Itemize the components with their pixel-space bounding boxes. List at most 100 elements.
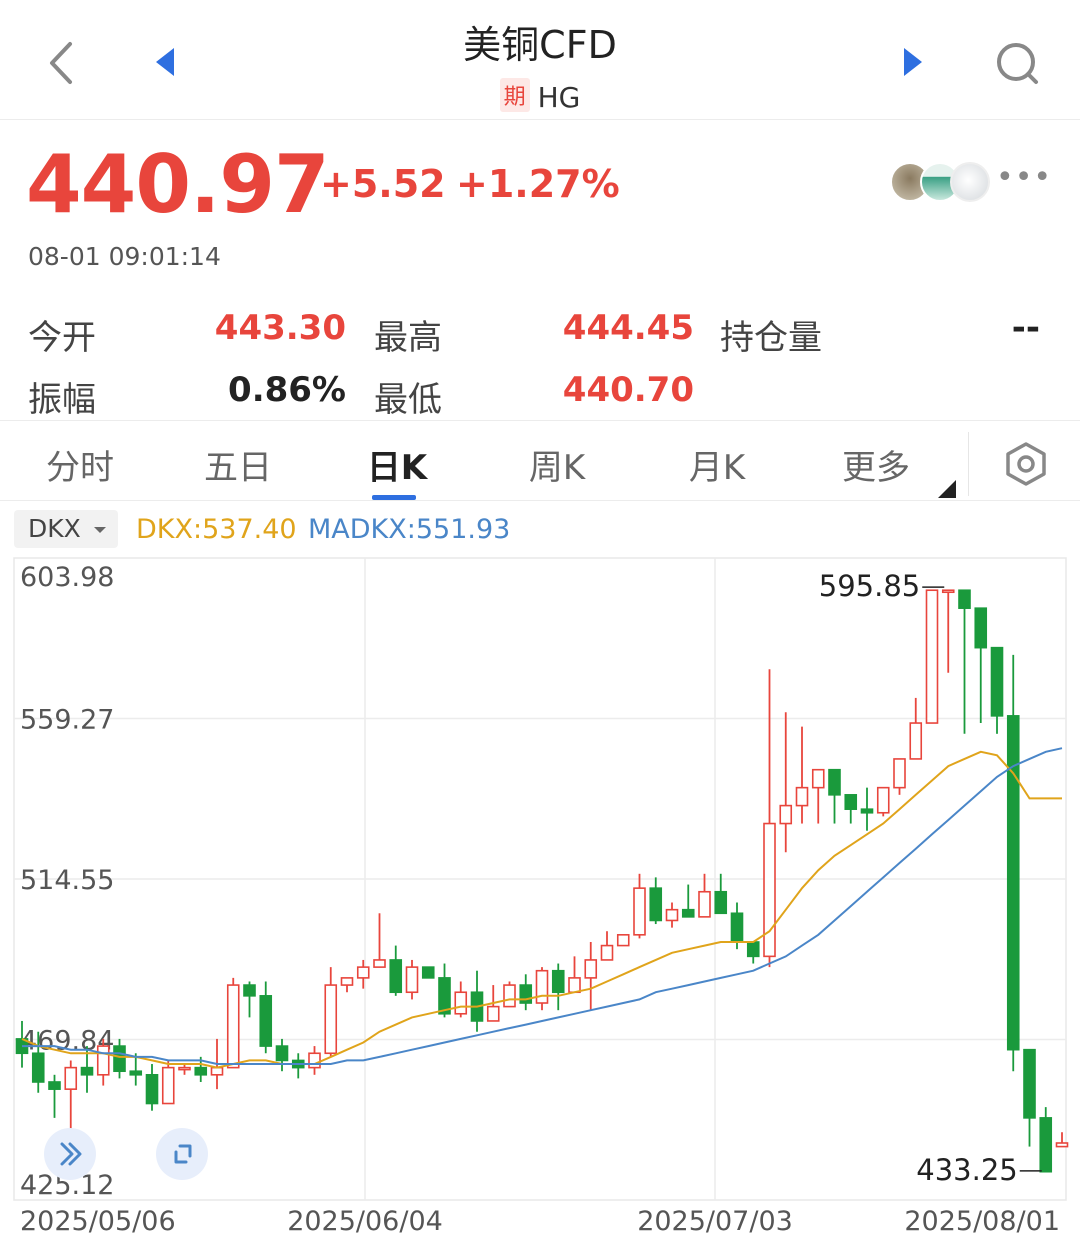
- candle-body: [1023, 1048, 1036, 1119]
- candle-body: [746, 941, 760, 958]
- madkx-value: MADKX:551.93: [308, 514, 511, 545]
- x-tick-label: 2025/07/03: [637, 1206, 793, 1237]
- candle-body: [96, 1045, 110, 1076]
- indicator-select-value: DKX: [28, 514, 81, 543]
- open-interest-value: --: [1011, 308, 1040, 348]
- prev-triangle-icon[interactable]: [150, 44, 184, 80]
- candle-body: [974, 607, 988, 649]
- kline-chart[interactable]: 603.98559.27514.55469.84425.12595.85433.…: [0, 550, 1080, 1253]
- page-title: 美铜CFD: [463, 23, 617, 67]
- candle-body: [600, 944, 614, 961]
- candle-body: [438, 977, 451, 1015]
- collapse-icon: [174, 1144, 192, 1164]
- candle-body: [178, 1066, 191, 1071]
- candle-body: [535, 969, 549, 1004]
- next-triangle-icon[interactable]: [896, 44, 930, 80]
- candle-body: [259, 995, 273, 1047]
- instrument-subtitle: 期 HG: [0, 78, 1080, 114]
- low-label: 最低: [374, 380, 442, 420]
- candle-body: [665, 908, 679, 922]
- community-avatars[interactable]: [890, 162, 1000, 206]
- tab-monthly-k[interactable]: 月K: [688, 448, 746, 488]
- candle-body: [194, 1066, 208, 1076]
- candle-body: [389, 959, 403, 994]
- candle-body: [584, 959, 598, 979]
- candle-body: [308, 1052, 321, 1069]
- candle-body: [454, 991, 468, 1015]
- instrument-code: HG: [537, 81, 581, 114]
- candle-body: [893, 758, 906, 789]
- candle-body: [844, 794, 858, 810]
- candle-body: [730, 912, 744, 943]
- candle-body: [1055, 1142, 1069, 1148]
- dkx-value: DKX:537.40: [136, 514, 297, 545]
- candle-body: [681, 908, 695, 918]
- back-chevron-icon[interactable]: [40, 38, 84, 88]
- low-value: 440.70: [562, 370, 694, 410]
- candle-body: [324, 984, 338, 1055]
- avatar: [950, 162, 990, 202]
- candle-body: [633, 887, 646, 936]
- active-tab-indicator: [372, 495, 416, 500]
- divider: [0, 500, 1080, 501]
- candle-body: [275, 1045, 289, 1062]
- candle-body: [925, 589, 939, 724]
- candle-body: [551, 969, 565, 994]
- search-icon[interactable]: [990, 36, 1046, 92]
- low-marker-label: 433.25: [916, 1153, 1017, 1187]
- x-tick-label: 2025/08/01: [904, 1206, 1060, 1237]
- expand-button[interactable]: [44, 1128, 96, 1180]
- divider: [0, 420, 1080, 421]
- madkx-line: [22, 747, 1063, 1065]
- more-dots-icon[interactable]: •••: [996, 160, 1053, 195]
- amplitude-label: 振幅: [28, 380, 96, 420]
- candle-body: [226, 984, 240, 1069]
- candle-body: [503, 984, 516, 1008]
- candle-body: [421, 966, 435, 979]
- last-price: 440.97: [26, 138, 330, 231]
- candle-body: [356, 966, 370, 979]
- divider: [968, 432, 969, 496]
- candle-body: [990, 646, 1004, 717]
- candle-body: [519, 984, 533, 1004]
- candle-body: [129, 1070, 143, 1076]
- open-interest-label: 持仓量: [720, 318, 822, 358]
- tab-more[interactable]: 更多: [842, 448, 910, 488]
- candle-body: [210, 1066, 224, 1076]
- candle-body: [64, 1066, 78, 1090]
- y-tick-label: 559.27: [20, 704, 114, 735]
- candle-body: [161, 1066, 175, 1105]
- candle-body: [80, 1066, 94, 1076]
- candle-body: [568, 977, 581, 994]
- x-tick-label: 2025/05/06: [20, 1206, 176, 1237]
- candle-body: [828, 768, 841, 796]
- candle-body: [405, 966, 419, 994]
- candle-body: [243, 984, 256, 997]
- open-value: 443.30: [214, 308, 346, 348]
- high-value: 444.45: [562, 308, 694, 348]
- tab-five-day[interactable]: 五日: [204, 448, 272, 488]
- settings-hexagon-icon[interactable]: [1000, 438, 1052, 490]
- candle-body: [616, 934, 630, 947]
- candle-body: [779, 804, 793, 825]
- candle-body: [958, 589, 971, 609]
- tab-intraday[interactable]: 分时: [46, 448, 114, 488]
- high-label: 最高: [374, 318, 442, 358]
- price-change: +5.52: [320, 162, 446, 206]
- dkx-line: [21, 750, 1062, 1069]
- more-corner-icon: [938, 480, 956, 498]
- candle-body: [145, 1074, 159, 1105]
- indicator-select[interactable]: DKX: [14, 510, 118, 548]
- amplitude-value: 0.86%: [228, 370, 346, 410]
- tab-weekly-k[interactable]: 周K: [528, 448, 586, 488]
- candle-body: [909, 722, 923, 760]
- candle-body: [31, 1052, 45, 1083]
- candle-body: [113, 1045, 126, 1073]
- candle-body: [373, 959, 386, 968]
- candle-body: [941, 589, 955, 594]
- collapse-button[interactable]: [156, 1128, 208, 1180]
- tab-daily-k[interactable]: 日K: [366, 448, 428, 488]
- quote-timestamp: 08-01 09:01:14: [28, 242, 221, 271]
- candle-body: [649, 887, 663, 922]
- candle-body: [698, 890, 711, 918]
